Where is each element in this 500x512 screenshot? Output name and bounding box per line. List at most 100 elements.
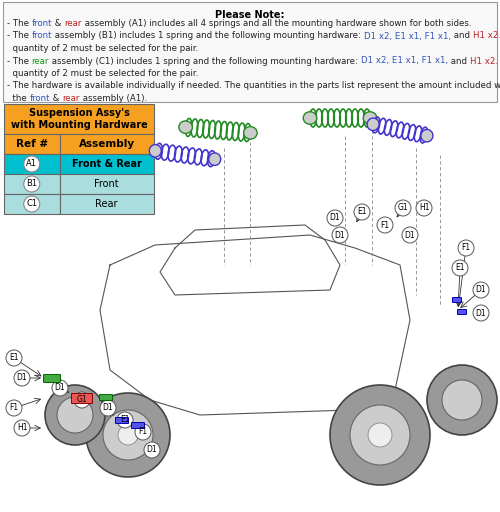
- Text: Rear: Rear: [96, 199, 118, 209]
- Circle shape: [332, 227, 348, 243]
- Text: D1: D1: [404, 230, 415, 240]
- Ellipse shape: [363, 112, 377, 124]
- FancyBboxPatch shape: [72, 394, 92, 403]
- Circle shape: [368, 423, 392, 447]
- FancyBboxPatch shape: [132, 422, 144, 429]
- FancyBboxPatch shape: [458, 309, 466, 314]
- Circle shape: [144, 442, 160, 458]
- Ellipse shape: [208, 153, 220, 165]
- Circle shape: [14, 370, 30, 386]
- Circle shape: [473, 305, 489, 321]
- Circle shape: [354, 204, 370, 220]
- FancyBboxPatch shape: [116, 417, 128, 423]
- Text: assembly (B1) includes 1 spring and the following mounting hardware:: assembly (B1) includes 1 spring and the …: [52, 32, 364, 40]
- Circle shape: [350, 405, 410, 465]
- Ellipse shape: [303, 112, 317, 124]
- Text: D1: D1: [476, 309, 486, 317]
- Text: Please Note:: Please Note:: [215, 10, 285, 20]
- Circle shape: [377, 217, 393, 233]
- Circle shape: [416, 200, 432, 216]
- Text: G1: G1: [76, 395, 88, 404]
- FancyBboxPatch shape: [60, 174, 154, 194]
- Circle shape: [24, 196, 40, 212]
- Text: G1: G1: [398, 203, 408, 212]
- Ellipse shape: [179, 121, 192, 134]
- Text: F1: F1: [10, 403, 18, 413]
- FancyBboxPatch shape: [60, 134, 154, 154]
- Text: E1: E1: [120, 416, 130, 424]
- Text: H1: H1: [419, 203, 429, 212]
- Circle shape: [74, 392, 90, 408]
- Circle shape: [117, 412, 133, 428]
- Text: H1: H1: [17, 423, 27, 433]
- Text: front: front: [30, 94, 50, 103]
- Circle shape: [402, 227, 418, 243]
- Text: front: front: [32, 19, 52, 28]
- Circle shape: [442, 380, 482, 420]
- Circle shape: [330, 385, 430, 485]
- Text: F1: F1: [138, 428, 147, 437]
- Text: front: front: [32, 32, 52, 40]
- Circle shape: [427, 365, 497, 435]
- FancyBboxPatch shape: [60, 194, 154, 214]
- FancyBboxPatch shape: [100, 395, 112, 400]
- Circle shape: [6, 350, 22, 366]
- Text: rear: rear: [64, 19, 82, 28]
- FancyBboxPatch shape: [44, 374, 60, 382]
- Text: Front & Rear: Front & Rear: [72, 159, 142, 169]
- FancyBboxPatch shape: [60, 154, 154, 174]
- FancyBboxPatch shape: [452, 297, 462, 303]
- Circle shape: [14, 420, 30, 436]
- Text: and: and: [448, 56, 469, 66]
- Text: &: &: [52, 19, 64, 28]
- Text: - The: - The: [7, 56, 32, 66]
- Text: F1: F1: [462, 244, 470, 252]
- Text: Suspension Assy's
with Mounting Hardware: Suspension Assy's with Mounting Hardware: [10, 108, 147, 130]
- Text: the: the: [7, 94, 30, 103]
- FancyBboxPatch shape: [4, 104, 154, 134]
- Ellipse shape: [244, 126, 257, 139]
- Text: D1: D1: [146, 445, 158, 455]
- Circle shape: [395, 200, 411, 216]
- Text: D1: D1: [330, 214, 340, 223]
- Circle shape: [57, 397, 93, 433]
- Text: assembly (A1).: assembly (A1).: [80, 94, 146, 103]
- Circle shape: [52, 380, 68, 396]
- Text: Ref #: Ref #: [16, 139, 48, 149]
- Text: E1: E1: [9, 353, 19, 362]
- Circle shape: [473, 282, 489, 298]
- Text: D1 x2, E1 x1, F1 x1,: D1 x2, E1 x1, F1 x1,: [364, 32, 451, 40]
- Circle shape: [452, 260, 468, 276]
- Circle shape: [100, 400, 116, 416]
- Text: assembly (C1) includes 1 spring and the following mounting hardware:: assembly (C1) includes 1 spring and the …: [49, 56, 361, 66]
- Circle shape: [24, 176, 40, 192]
- Text: A1: A1: [26, 160, 37, 168]
- Text: - The hardware is available individually if needed. The quantities in the parts : - The hardware is available individually…: [7, 81, 500, 91]
- Circle shape: [135, 424, 151, 440]
- FancyBboxPatch shape: [4, 154, 59, 174]
- Text: C1: C1: [26, 200, 38, 208]
- Ellipse shape: [421, 130, 433, 142]
- Text: assembly (A1) includes all 4 springs and all the mounting hardware shown for bot: assembly (A1) includes all 4 springs and…: [82, 19, 471, 28]
- Text: quantity of 2 must be selected for the pair.: quantity of 2 must be selected for the p…: [7, 69, 198, 78]
- Text: D1 x2, E1 x1, F1 x1,: D1 x2, E1 x1, F1 x1,: [361, 56, 448, 66]
- Text: H1 x2.: H1 x2.: [470, 56, 498, 66]
- FancyBboxPatch shape: [4, 174, 59, 194]
- Text: rear: rear: [62, 94, 80, 103]
- Circle shape: [6, 400, 22, 416]
- Text: Assembly: Assembly: [78, 139, 135, 149]
- Text: B1: B1: [26, 180, 38, 188]
- Text: D1: D1: [334, 230, 345, 240]
- Text: rear: rear: [32, 56, 49, 66]
- FancyBboxPatch shape: [4, 134, 59, 154]
- FancyBboxPatch shape: [3, 2, 497, 102]
- Text: - The: - The: [7, 32, 32, 40]
- Text: D1: D1: [16, 373, 28, 382]
- Text: Front: Front: [94, 179, 119, 189]
- Text: H1 x2.: H1 x2.: [473, 32, 500, 40]
- Ellipse shape: [367, 118, 379, 131]
- Text: D1: D1: [102, 403, 114, 413]
- Text: E1: E1: [357, 207, 367, 217]
- Circle shape: [45, 385, 105, 445]
- Circle shape: [118, 425, 138, 445]
